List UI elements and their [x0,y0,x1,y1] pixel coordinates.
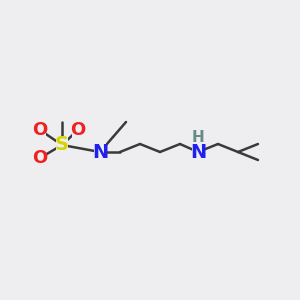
Text: N: N [92,142,108,161]
FancyBboxPatch shape [56,136,68,154]
Text: H: H [192,130,204,146]
Text: N: N [190,142,206,161]
FancyBboxPatch shape [34,150,46,166]
FancyBboxPatch shape [72,122,84,138]
Text: O: O [70,121,86,139]
FancyBboxPatch shape [192,143,204,161]
FancyBboxPatch shape [34,122,46,138]
FancyBboxPatch shape [193,131,203,145]
FancyBboxPatch shape [94,143,106,161]
Text: O: O [32,149,48,167]
Text: O: O [32,121,48,139]
Text: S: S [55,136,69,154]
